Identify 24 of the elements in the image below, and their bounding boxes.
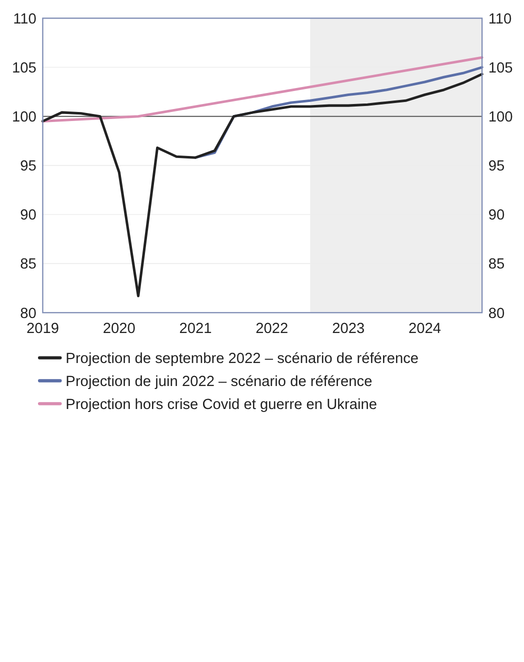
y-tick-label: 100	[12, 110, 36, 126]
x-tick-label: 2024	[408, 321, 442, 338]
x-tick-label: 2019	[26, 321, 60, 338]
line-series	[41, 72, 484, 298]
y2-tick-label: 100	[488, 110, 513, 126]
x-tick-label: 2022	[256, 321, 288, 338]
y-tick-label: 85	[20, 256, 36, 273]
y-tick-label: 95	[20, 158, 36, 175]
y2-tick-label: 85	[488, 256, 505, 273]
y2-tick-label: 110	[488, 11, 512, 28]
y2-tick-label: 80	[488, 306, 505, 322]
y2-tick-label: 105	[488, 60, 513, 76]
legend-label: Projection hors crise Covid et guerre en Ukraine	[66, 396, 378, 413]
x-tick-label: 2021	[179, 321, 212, 338]
y-tick-label: 80	[20, 306, 36, 322]
y-tick-label: 90	[20, 208, 36, 224]
legend-label: Projection de juin 2022 – scénario de référence	[66, 374, 372, 390]
x-tick-label: 2020	[102, 321, 136, 338]
y-tick-label: 105	[12, 60, 36, 76]
x-tick-label: 2023	[332, 321, 365, 338]
y-tick-label: 110	[13, 11, 36, 28]
y2-tick-label: 95	[488, 158, 505, 175]
legend-label: Projection de septembre 2022 – scénario de référence	[66, 350, 419, 367]
y2-tick-label: 90	[488, 208, 505, 224]
